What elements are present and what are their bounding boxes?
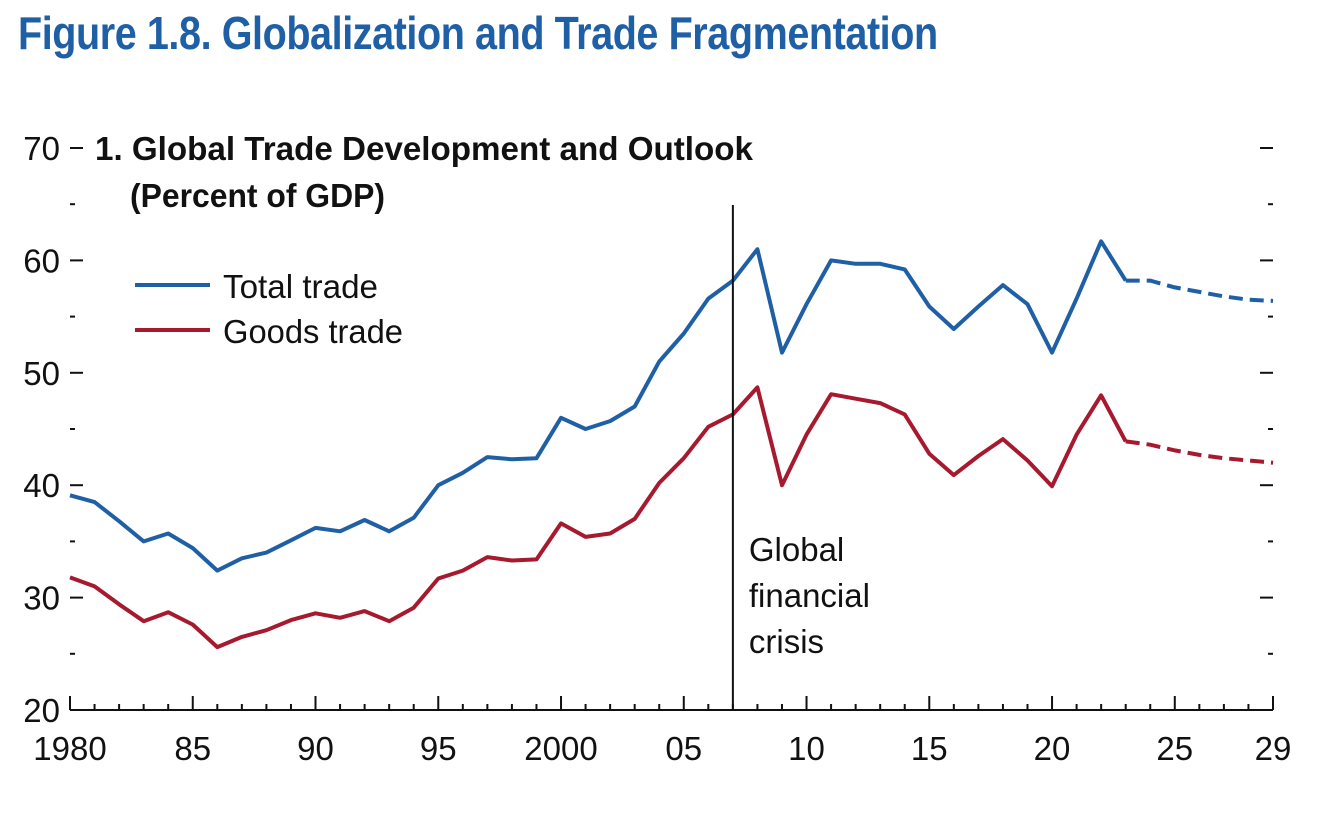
series-line-goods-trade [69,385,1128,650]
y-tick-label: 40 [23,467,60,504]
legend-item-total-trade: Total trade [135,268,378,305]
x-axis: 1980 85 90 95 2000 05 10 15 20 25 29 [33,696,1291,767]
series-projection-goods-trade [1125,439,1274,465]
legend-label-goods-trade: Goods trade [223,313,403,350]
y-tick-label: 30 [23,580,60,617]
legend-item-goods-trade: Goods trade [135,313,403,350]
series-projection-total-trade [1125,278,1274,303]
y-tick-label: 60 [23,242,60,279]
series-line-total-trade [69,239,1128,573]
x-tick-label: 95 [420,730,457,767]
crisis-annotation-line: Global [749,531,844,568]
x-tick-label: 90 [297,730,334,767]
x-tick-label: 29 [1255,730,1292,767]
y-tick-label: 50 [23,355,60,392]
y-tick-label: 70 [23,130,60,167]
crisis-annotation-line: financial [749,577,870,614]
figure-title: Figure 1.8. Globalization and Trade Frag… [18,7,938,59]
series-goods-trade [69,385,1274,650]
x-tick-label: 10 [788,730,825,767]
x-tick-label: 25 [1156,730,1193,767]
chart-subtitle: (Percent of GDP) [130,177,385,214]
y-axis-left: 20 30 40 50 60 70 [23,130,83,729]
x-tick-label: 1980 [33,730,106,767]
x-tick-label: 2000 [524,730,597,767]
y-axis-right [1260,147,1273,655]
series-layer [69,239,1274,650]
y-tick-label: 20 [23,692,60,729]
crisis-annotation-line: crisis [749,623,824,660]
x-tick-label: 20 [1034,730,1071,767]
x-tick-label: 15 [911,730,948,767]
annotation-layer: Global financial crisis [731,205,870,710]
x-tick-label: 85 [174,730,211,767]
x-tick-label: 05 [665,730,702,767]
legend: Total trade Goods trade [135,268,403,350]
chart-title: 1. Global Trade Development and Outlook [95,130,754,167]
legend-label-total-trade: Total trade [223,268,378,305]
series-total-trade [69,239,1274,573]
